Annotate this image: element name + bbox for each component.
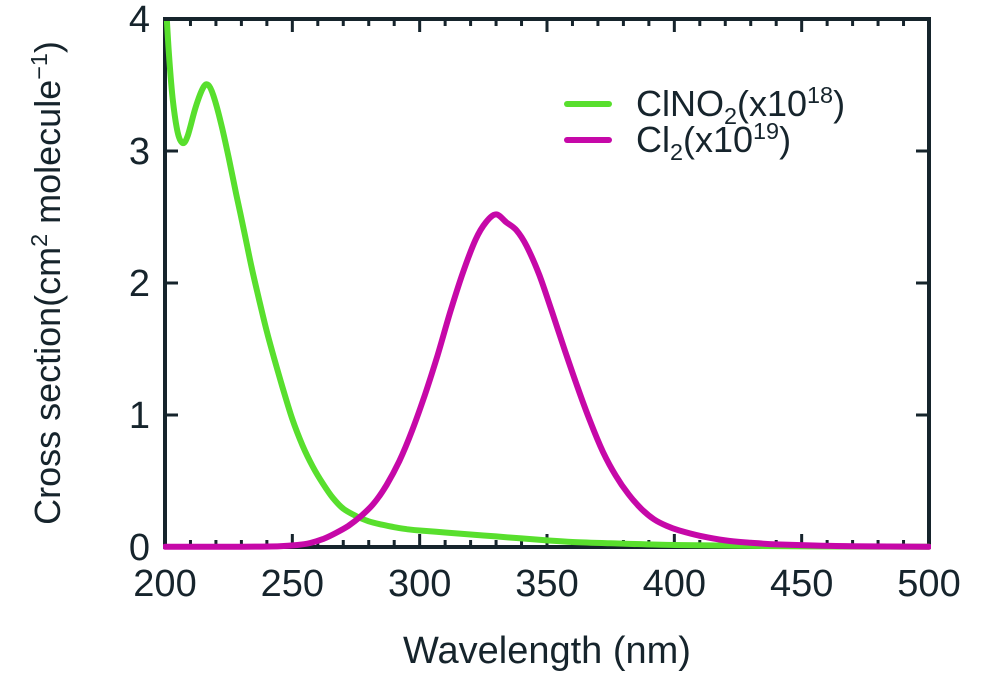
x-tick-label: 300 <box>388 563 451 605</box>
clno2-legend-label: ClNO2(x1018) <box>636 82 845 129</box>
y-tick-labels: 0 1 2 3 4 <box>129 0 150 569</box>
cl2-legend-label: Cl2(x1019) <box>636 118 791 165</box>
legend: ClNO2(x1018) Cl2(x1019) <box>564 82 845 165</box>
x-tick-label: 500 <box>897 563 960 605</box>
x-tick-label: 400 <box>643 563 706 605</box>
x-tick-label: 450 <box>770 563 833 605</box>
x-tick-label: 350 <box>515 563 578 605</box>
legend-item-cl2: Cl2(x1019) <box>564 118 791 165</box>
legend-item-clno2: ClNO2(x1018) <box>564 82 845 129</box>
cl2-curve <box>163 211 931 550</box>
plot-area <box>163 21 931 550</box>
clno2-curve <box>163 21 931 550</box>
y-tick-label: 3 <box>129 131 150 173</box>
x-tick-label: 250 <box>261 563 324 605</box>
y-tick-label: 1 <box>129 395 150 437</box>
y-tick-label: 2 <box>129 263 150 305</box>
x-tick-label: 200 <box>133 563 196 605</box>
y-tick-label: 0 <box>129 527 150 569</box>
y-tick-label: 4 <box>129 0 150 41</box>
x-tick-labels: 200 250 300 350 400 450 500 <box>133 563 960 605</box>
y-axis-title: Cross section(cm2 molecule−1) <box>26 41 68 525</box>
x-axis-title: Wavelength (nm) <box>403 630 691 672</box>
